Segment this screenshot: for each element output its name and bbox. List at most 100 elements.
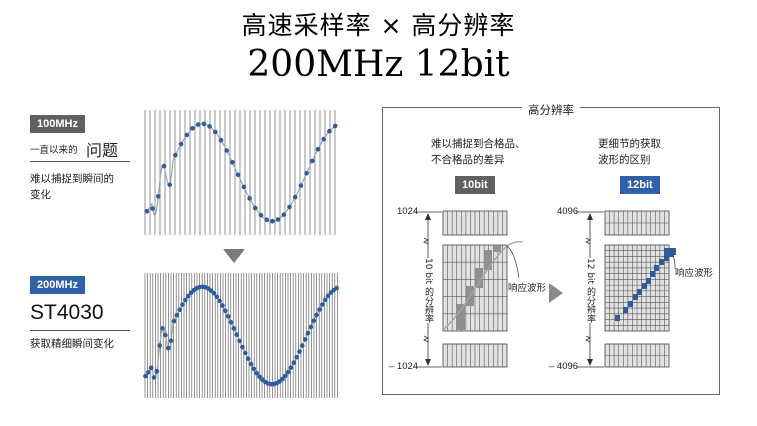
sample-point [230, 160, 235, 165]
right-waveform-label: 响应波形 [675, 268, 714, 279]
sample-point [285, 369, 291, 375]
sample-point [161, 163, 167, 169]
sample-point [320, 302, 325, 307]
right-description-line1: 更细节的获取 [598, 138, 661, 150]
sample-point [248, 361, 254, 367]
quantized-cell [646, 278, 651, 284]
quantized-cell [628, 301, 633, 307]
waveform-200mhz [143, 273, 339, 398]
sample-point [297, 349, 302, 354]
top-description-line1: 难以捕捉到瞬间的 [30, 173, 114, 185]
sample-point [253, 205, 258, 211]
sample-point [231, 326, 237, 331]
sample-point [294, 355, 299, 360]
sample-point [143, 373, 148, 379]
sample-point [150, 206, 155, 211]
sample-point [208, 288, 214, 293]
sample-point [225, 314, 231, 319]
rate-tag-200mhz: 200MHz [30, 276, 85, 294]
sample-point [148, 365, 154, 371]
sample-point [241, 184, 247, 190]
bit-tag-12bit: 12bit [620, 176, 660, 194]
sample-point [180, 302, 185, 307]
sample-point [254, 370, 259, 376]
sample-point [167, 182, 172, 187]
right-arrow-icon [549, 283, 563, 303]
sample-point [173, 152, 178, 158]
sample-point [237, 338, 242, 344]
axis-break-mark [585, 237, 591, 245]
sample-point [310, 158, 315, 164]
sample-point [311, 318, 317, 324]
sample-point [288, 365, 294, 370]
right-axis-bottom-value: – 4096 [549, 361, 579, 372]
sample-point [160, 326, 165, 331]
quantized-step [484, 250, 492, 270]
sample-point [234, 332, 239, 337]
sample-point [185, 293, 191, 299]
sample-point [314, 312, 319, 318]
sample-point [321, 136, 326, 142]
axis-arrow-up [425, 213, 431, 220]
sample-point [207, 124, 212, 129]
sample-point [282, 373, 288, 379]
sample-point [251, 366, 257, 372]
quantized-step [493, 245, 501, 252]
sample-point [258, 213, 264, 218]
rate-tag-100mhz: 100MHz [30, 115, 85, 133]
sample-point [317, 307, 322, 312]
left-leader-line [506, 245, 520, 279]
sample-point [308, 324, 314, 330]
sample-point [151, 375, 157, 380]
down-arrow-icon [223, 249, 245, 263]
left-axis-bottom-value: – 1024 [389, 361, 419, 372]
axis-break-mark [423, 237, 429, 245]
sample-point [146, 370, 151, 375]
sample-point [220, 303, 225, 308]
spec-heading: 200MHz 12bit [247, 44, 510, 85]
sample-point [217, 298, 222, 304]
sample-point [240, 344, 245, 350]
left-axis-top-value: 1024 [397, 206, 419, 217]
sample-point [322, 297, 328, 303]
left-waveform-label: 响应波形 [508, 283, 547, 294]
sample-point [190, 126, 195, 131]
waveform-100mhz [143, 110, 339, 235]
panel-title: 高分辨率 [383, 99, 719, 118]
sample-point [270, 218, 275, 224]
sample-point [214, 294, 220, 300]
sample-point [325, 293, 331, 299]
sample-point [201, 121, 207, 127]
caption-prefix: 一直以来的 [30, 145, 78, 156]
quantized-cell [633, 294, 638, 300]
sample-point [280, 376, 285, 382]
sample-point [315, 146, 321, 152]
sample-point [300, 343, 305, 348]
quantized-cell [664, 248, 676, 255]
sample-point [304, 171, 309, 176]
quantized-cell [659, 259, 664, 265]
quantized-cell [642, 283, 647, 289]
right-axis-top-value: 4096 [557, 206, 579, 217]
sample-point [174, 312, 180, 318]
axis-arrow-down [587, 359, 593, 366]
sample-point [224, 148, 229, 153]
quantized-cell [615, 315, 620, 321]
quantized-cell [664, 255, 669, 261]
caption-divider [30, 161, 130, 162]
sample-point [235, 172, 241, 178]
sample-point [184, 132, 190, 138]
quantized-cell [637, 289, 642, 295]
sample-point [257, 374, 262, 379]
sample-point [195, 122, 201, 127]
sample-point [144, 209, 150, 214]
left-description-line1: 难以捕捉到合格品、 [431, 138, 526, 150]
sample-point [156, 194, 161, 199]
sample-point [177, 307, 182, 312]
axis-arrow-up [587, 213, 593, 220]
sample-point [211, 291, 217, 296]
right-axis-label: 12 bit 的分辨率 [584, 258, 597, 323]
sample-point [327, 128, 332, 134]
sample-point [183, 297, 188, 303]
resolution-panel: 高分辨率 难以捕捉到合格品、 不合格品的差异 10bit 更细节的获取 波形的区… [382, 103, 720, 395]
